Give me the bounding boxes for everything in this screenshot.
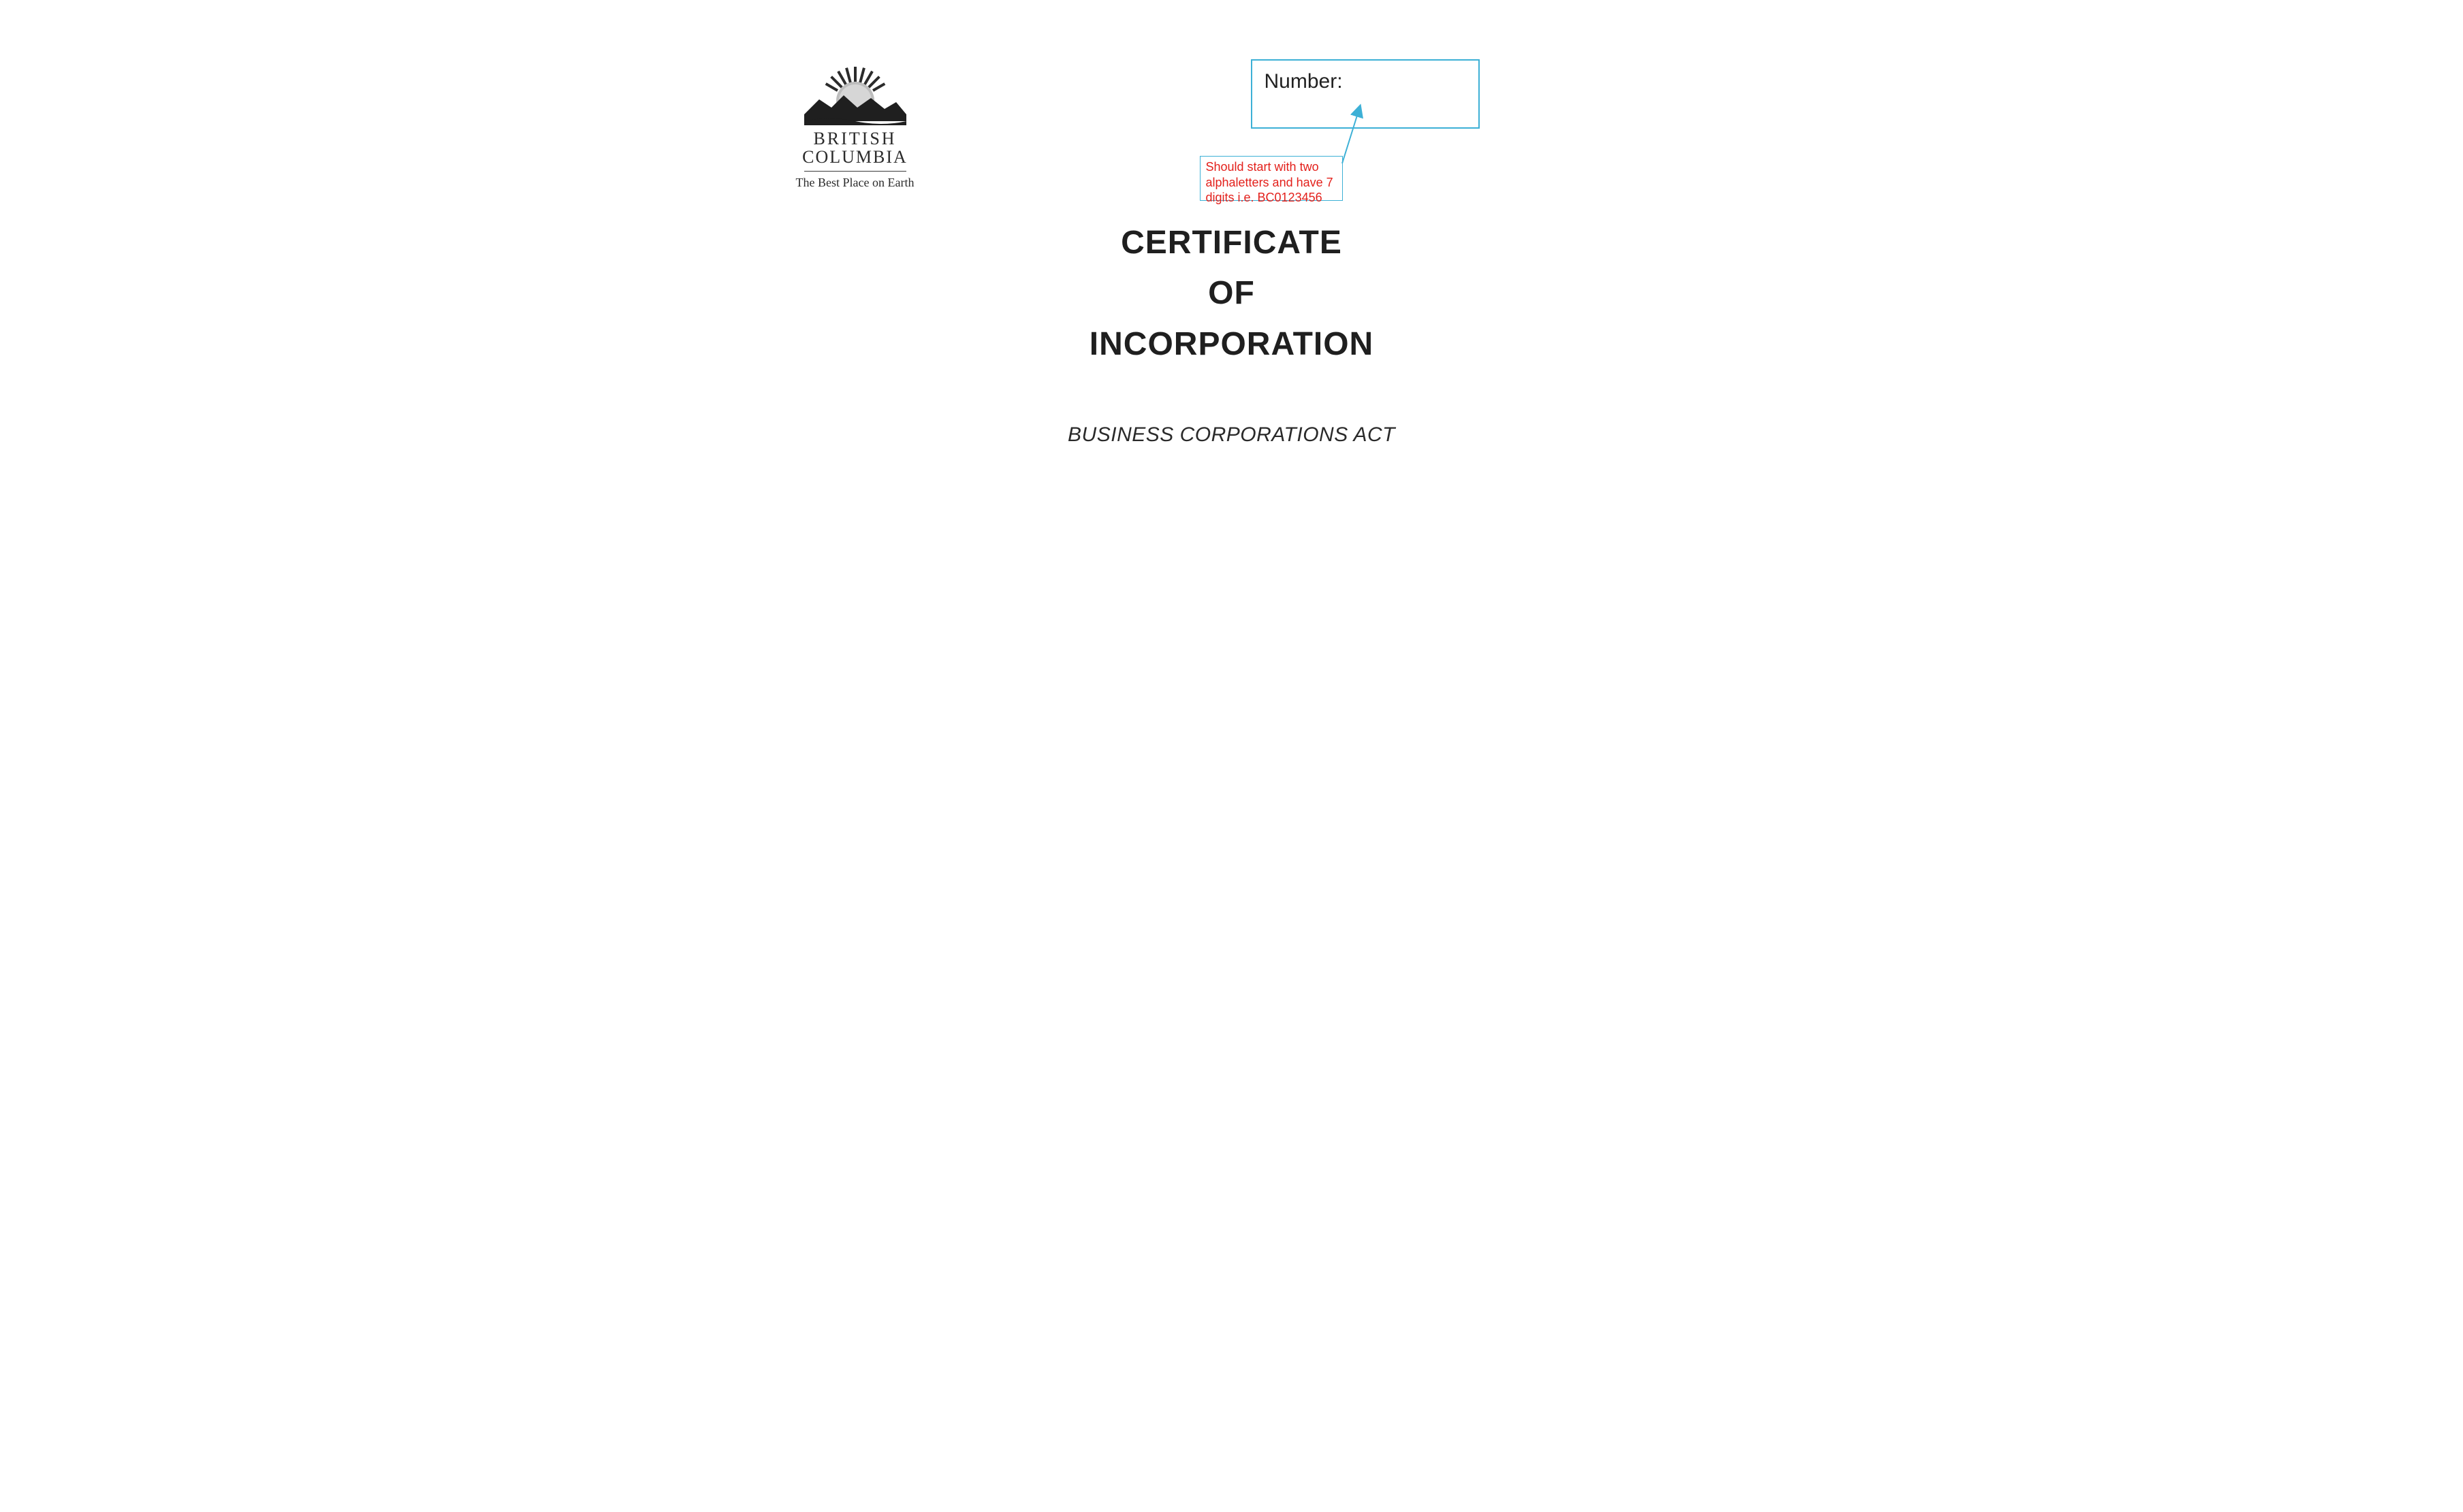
logo-province-line2: COLUMBIA: [784, 148, 927, 166]
incorporation-number-box: Number:: [1251, 59, 1480, 129]
title-line-3: INCORPORATION: [742, 319, 1722, 370]
annotation-text: Should start with two alphaletters and h…: [1206, 160, 1333, 204]
bc-logo-block: BRITISH COLUMBIA The Best Place on Earth: [784, 67, 927, 190]
certificate-title: CERTIFICATE OF INCORPORATION: [742, 218, 1722, 370]
certificate-page: BRITISH COLUMBIA The Best Place on Earth…: [742, 0, 1722, 602]
annotation-note: Should start with two alphaletters and h…: [1200, 156, 1343, 201]
logo-divider: [804, 171, 906, 172]
title-line-1: CERTIFICATE: [742, 218, 1722, 268]
logo-tagline: The Best Place on Earth: [784, 176, 927, 190]
act-subtitle: BUSINESS CORPORATIONS ACT: [742, 423, 1722, 447]
logo-province-line1: BRITISH: [784, 129, 927, 148]
bc-sun-mountains-icon: [804, 67, 906, 125]
title-line-2: OF: [742, 268, 1722, 319]
incorporation-number-label: Number:: [1265, 70, 1343, 93]
